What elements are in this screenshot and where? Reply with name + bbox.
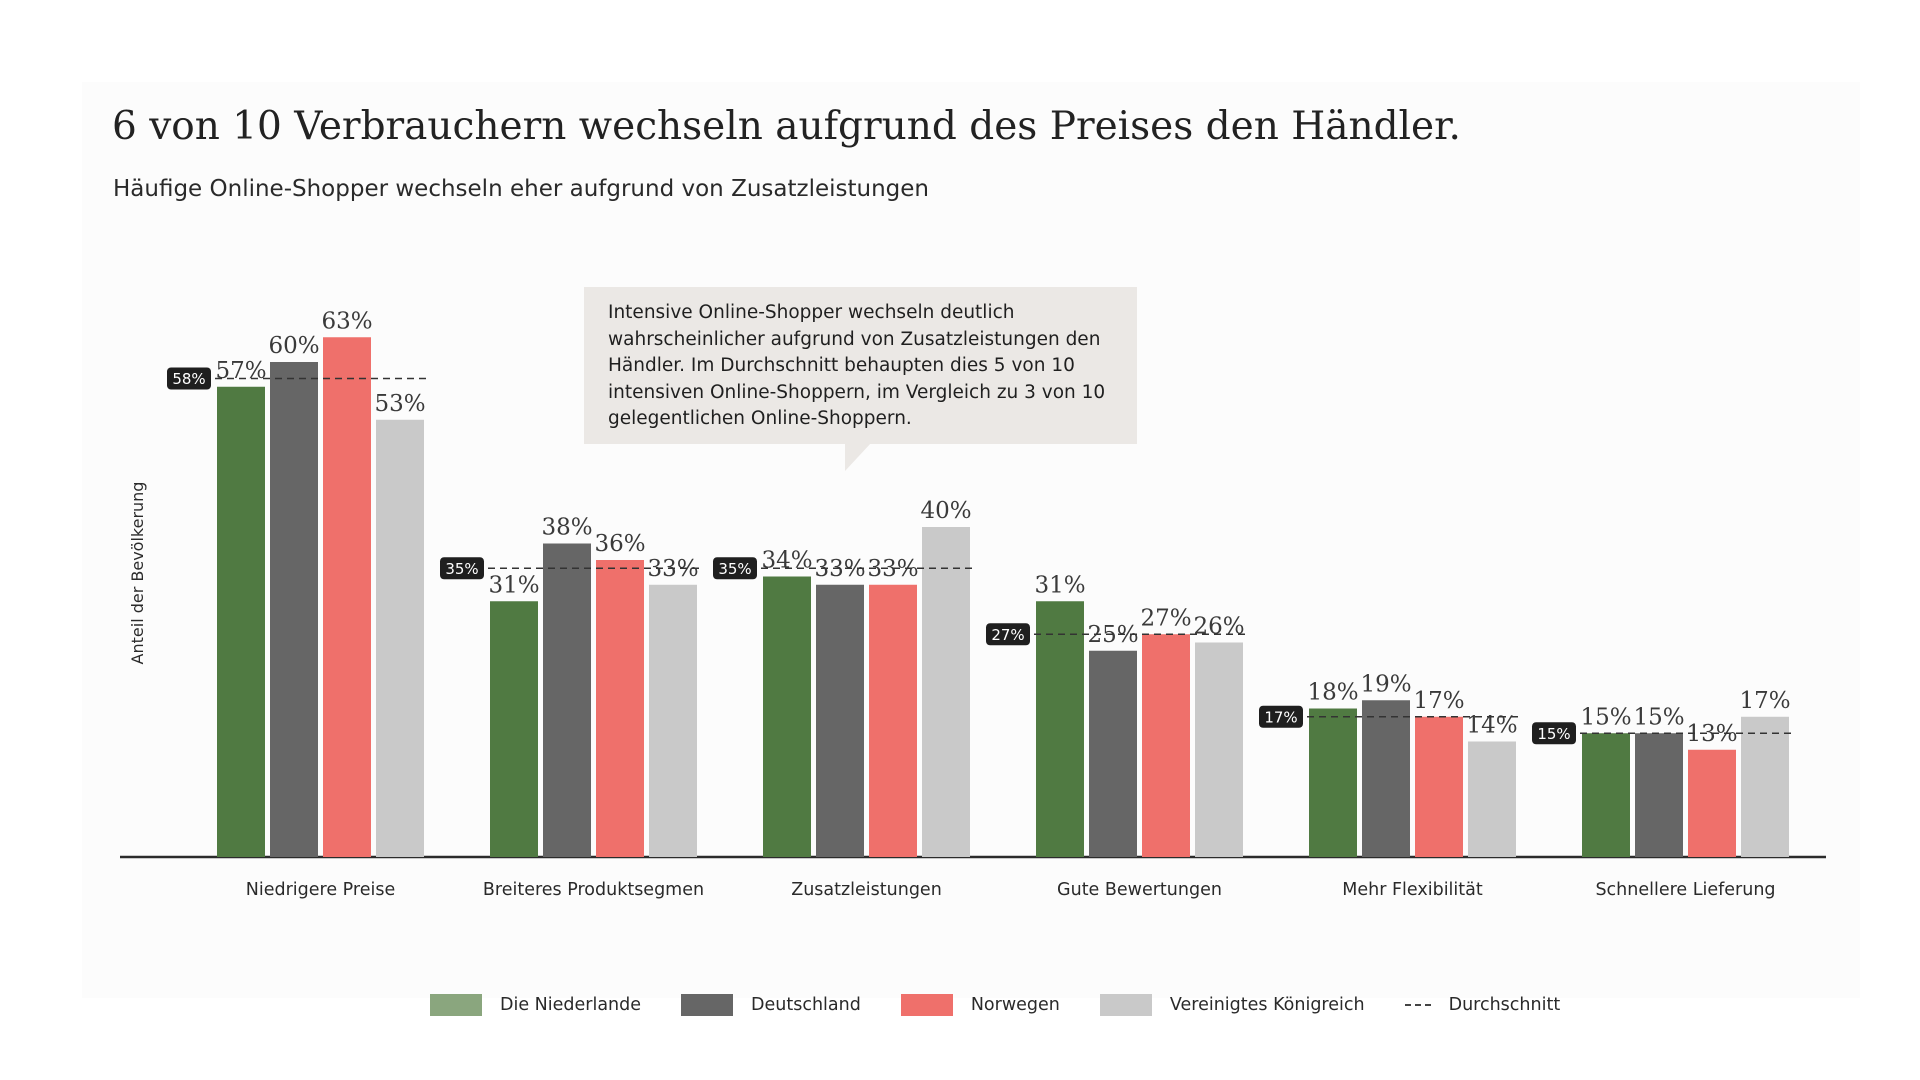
page-title: 6 von 10 Verbrauchern wechseln aufgrund … <box>112 104 1461 149</box>
category-label-zusatzleistungen: Zusatzleistungen <box>791 880 942 900</box>
value-label-mehr-flexibilitaet-die-niederlande: 18% <box>1307 680 1358 706</box>
legend-label-deutschland: Deutschland <box>751 995 861 1015</box>
value-label-zusatzleistungen-vereinigtes-koenigreich: 40% <box>920 498 971 524</box>
legend: Die Niederlande Deutschland Norwegen Ver… <box>430 990 1600 1020</box>
legend-swatch-vereinigtes-koenigreich <box>1099 994 1152 1016</box>
category-label-gute-bewertungen: Gute Bewertungen <box>1057 880 1222 900</box>
bar-zusatzleistungen-die-niederlande <box>763 576 811 857</box>
bar-mehr-flexibilitaet-deutschland <box>1362 700 1410 857</box>
bar-mehr-flexibilitaet-norwegen <box>1415 716 1463 857</box>
bar-mehr-flexibilitaet-vereinigtes-koenigreich <box>1468 741 1516 857</box>
bar-niedrigere-preise-norwegen <box>323 337 371 857</box>
value-label-niedrigere-preise-deutschland: 60% <box>268 333 319 359</box>
bar-breiteres-produktsegmen-die-niederlande <box>490 601 538 857</box>
value-label-schnellere-lieferung-vereinigtes-koenigreich: 17% <box>1739 688 1790 714</box>
callout-pointer <box>845 443 871 471</box>
bar-gute-bewertungen-norwegen <box>1142 634 1190 857</box>
bar-breiteres-produktsegmen-vereinigtes-koenigreich <box>649 584 697 857</box>
category-label-breiteres-produktsegmen: Breiteres Produktsegmen <box>483 880 704 900</box>
legend-label-norwegen: Norwegen <box>970 995 1060 1015</box>
bar-zusatzleistungen-vereinigtes-koenigreich <box>922 527 970 857</box>
bar-mehr-flexibilitaet-die-niederlande <box>1309 708 1357 857</box>
value-label-breiteres-produktsegmen-deutschland: 38% <box>541 515 592 541</box>
bar-niedrigere-preise-vereinigtes-koenigreich <box>376 419 424 857</box>
bar-niedrigere-preise-die-niederlande <box>217 386 265 857</box>
bar-schnellere-lieferung-deutschland <box>1635 733 1683 857</box>
bar-gute-bewertungen-vereinigtes-koenigreich <box>1195 642 1243 857</box>
callout-box: Intensive Online-Shopper wechseln deutli… <box>584 287 1137 444</box>
bar-zusatzleistungen-deutschland <box>816 584 864 857</box>
average-badge-label-mehr-flexibilitaet: 17% <box>1264 708 1297 726</box>
legend-swatch-deutschland <box>681 994 734 1016</box>
legend-item-durchschnitt: Durchschnitt <box>1404 995 1561 1015</box>
average-badge-schnellere-lieferung <box>1532 722 1576 745</box>
bar-gute-bewertungen-deutschland <box>1089 650 1137 857</box>
legend-label-vereinigtes-koenigreich: Vereinigtes Königreich <box>1169 995 1365 1015</box>
value-label-gute-bewertungen-die-niederlande: 31% <box>1034 572 1085 598</box>
legend-label-durchschnitt: Durchschnitt <box>1448 995 1561 1015</box>
value-label-gute-bewertungen-vereinigtes-koenigreich: 26% <box>1193 614 1244 640</box>
value-label-niedrigere-preise-norwegen: 63% <box>321 308 372 334</box>
bar-gute-bewertungen-die-niederlande <box>1036 601 1084 857</box>
value-label-mehr-flexibilitaet-norwegen: 17% <box>1413 688 1464 714</box>
page-subtitle: Häufige Online-Shopper wechseln eher auf… <box>113 176 929 202</box>
average-badge-mehr-flexibilitaet <box>1259 705 1303 728</box>
bar-schnellere-lieferung-vereinigtes-koenigreich <box>1741 716 1789 857</box>
category-label-niedrigere-preise: Niedrigere Preise <box>246 880 395 900</box>
bar-breiteres-produktsegmen-norwegen <box>596 560 644 857</box>
average-badge-breiteres-produktsegmen <box>440 557 484 580</box>
legend-swatch-norwegen <box>900 994 953 1016</box>
bar-schnellere-lieferung-die-niederlande <box>1582 733 1630 857</box>
y-axis-label: Anteil der Bevölkerung <box>128 482 147 665</box>
value-label-zusatzleistungen-die-niederlande: 34% <box>761 548 812 574</box>
value-label-niedrigere-preise-die-niederlande: 57% <box>215 358 266 384</box>
average-badge-zusatzleistungen <box>713 557 757 580</box>
value-label-schnellere-lieferung-deutschland: 15% <box>1633 704 1684 730</box>
value-label-breiteres-produktsegmen-die-niederlande: 31% <box>488 572 539 598</box>
value-label-niedrigere-preise-vereinigtes-koenigreich: 53% <box>374 391 425 417</box>
legend-item-deutschland: Deutschland <box>681 994 861 1016</box>
legend-item-niederlande: Die Niederlande <box>430 994 641 1016</box>
average-badge-label-schnellere-lieferung: 15% <box>1537 725 1570 743</box>
legend-dash-durchschnitt <box>1404 1004 1431 1006</box>
category-label-mehr-flexibilitaet: Mehr Flexibilität <box>1342 880 1483 900</box>
legend-item-norwegen: Norwegen <box>900 994 1060 1016</box>
bar-niedrigere-preise-deutschland <box>270 362 318 857</box>
legend-item-vereinigtes-koenigreich: Vereinigtes Königreich <box>1099 994 1365 1016</box>
average-badge-label-gute-bewertungen: 27% <box>991 626 1024 644</box>
average-badge-label-zusatzleistungen: 35% <box>718 560 751 578</box>
value-label-mehr-flexibilitaet-deutschland: 19% <box>1360 671 1411 697</box>
average-badge-label-niedrigere-preise: 58% <box>172 370 205 388</box>
bar-zusatzleistungen-norwegen <box>869 584 917 857</box>
average-badge-gute-bewertungen <box>986 623 1030 646</box>
legend-swatch-niederlande <box>430 994 482 1016</box>
value-label-breiteres-produktsegmen-norwegen: 36% <box>594 531 645 557</box>
value-label-schnellere-lieferung-die-niederlande: 15% <box>1580 704 1631 730</box>
average-badge-label-breiteres-produktsegmen: 35% <box>445 560 478 578</box>
legend-label-niederlande: Die Niederlande <box>500 995 642 1015</box>
average-badge-niedrigere-preise <box>167 367 211 390</box>
category-label-schnellere-lieferung: Schnellere Lieferung <box>1595 880 1775 900</box>
value-label-gute-bewertungen-norwegen: 27% <box>1140 605 1191 631</box>
bar-schnellere-lieferung-norwegen <box>1688 749 1736 857</box>
bar-breiteres-produktsegmen-deutschland <box>543 543 591 857</box>
